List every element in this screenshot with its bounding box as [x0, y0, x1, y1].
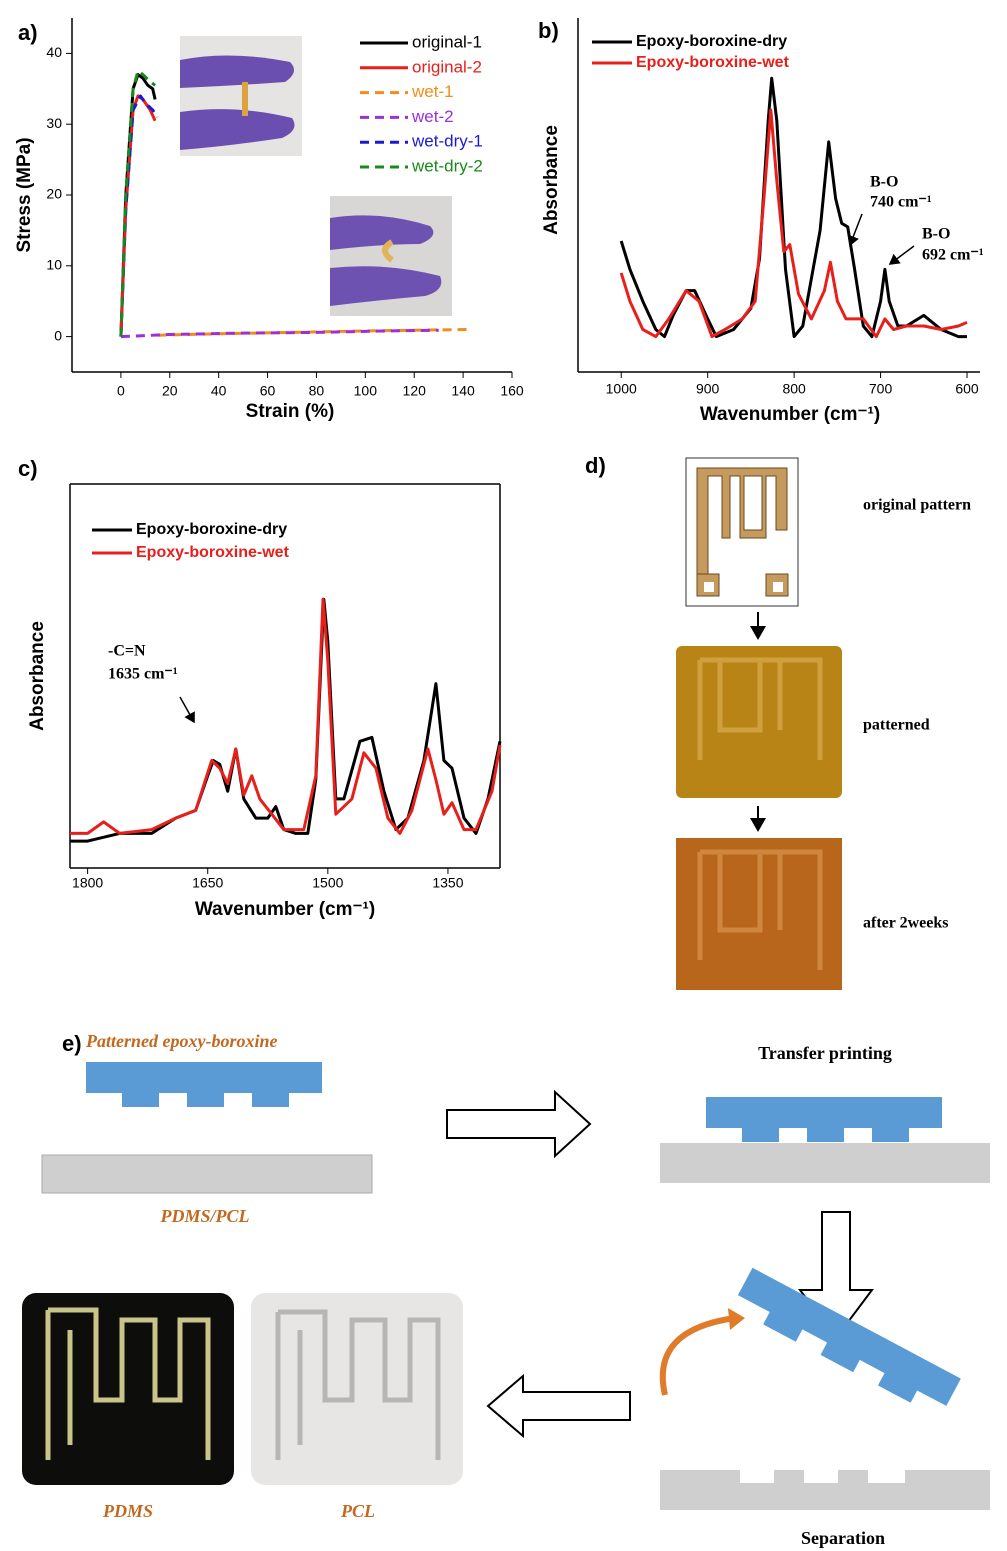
x-tick-label: 1800	[72, 875, 103, 891]
step-label: after 2weeks	[863, 915, 948, 932]
x-axis-label: Wavenumber (cm⁻¹)	[195, 899, 375, 920]
photo-label: PDMS	[102, 1501, 153, 1521]
substrate	[42, 1155, 372, 1193]
legend-label: original-1	[412, 32, 482, 51]
panel-label: d)	[585, 453, 606, 478]
photo-label: PCL	[340, 1501, 375, 1521]
series-line	[621, 110, 967, 337]
figure: d) original pattern patterned after 2wee…	[0, 0, 1007, 1551]
substrate-label: PDMS/PCL	[159, 1206, 249, 1226]
panel-label: e)	[62, 1031, 82, 1056]
x-tick-label: 100	[354, 383, 378, 399]
inset-photo	[180, 36, 302, 156]
peel-arrow	[728, 1308, 745, 1330]
y-tick-label: 20	[46, 186, 62, 202]
x-tick-label: 0	[117, 383, 125, 399]
legend-label: wet-dry-2	[411, 156, 483, 175]
legend-label: wet-dry-1	[411, 132, 483, 151]
x-axis-label: Wavenumber (cm⁻¹)	[700, 404, 880, 425]
pdms-photo	[22, 1293, 234, 1485]
x-tick-label: 40	[211, 383, 227, 399]
x-tick-label: 1650	[192, 875, 223, 891]
x-tick-label: 700	[869, 381, 893, 397]
legend-label: Epoxy-boroxine-dry	[136, 521, 287, 538]
panel-label: c)	[18, 456, 38, 481]
legend-label: Epoxy-boroxine-wet	[636, 54, 790, 71]
y-tick-label: 30	[46, 115, 62, 131]
annotation: 692 cm⁻¹	[922, 247, 984, 264]
panel-label: b)	[538, 18, 559, 43]
y-tick-label: 10	[46, 257, 62, 273]
y-axis-label: Stress (MPa)	[14, 137, 35, 252]
pcl-photo	[251, 1293, 463, 1485]
arrow	[447, 1092, 590, 1156]
x-tick-label: 60	[260, 383, 276, 399]
substrate	[660, 1143, 990, 1183]
x-tick-label: 160	[500, 383, 524, 399]
stamp-label: Patterned epoxy-boroxine	[85, 1031, 277, 1051]
panel-label: a)	[18, 20, 38, 45]
y-tick-label: 40	[46, 44, 62, 60]
x-tick-label: 80	[309, 383, 325, 399]
x-tick-label: 140	[451, 383, 475, 399]
x-tick-label: 900	[696, 381, 720, 397]
step-label: patterned	[863, 717, 930, 734]
legend-label: Epoxy-boroxine-dry	[636, 33, 787, 50]
stamp	[706, 1097, 942, 1142]
annotation-arrow	[850, 214, 862, 245]
peel-arrow	[663, 1318, 735, 1395]
legend-label: wet-2	[411, 107, 454, 126]
arrow	[488, 1376, 630, 1436]
step-label: Transfer printing	[758, 1043, 892, 1063]
patterned-photo	[676, 646, 842, 798]
step-label: Separation	[801, 1528, 885, 1548]
x-tick-label: 600	[955, 381, 979, 397]
annotation: 740 cm⁻¹	[870, 194, 932, 211]
annotation-arrow	[180, 697, 194, 722]
x-tick-label: 1350	[432, 875, 463, 891]
aged-photo	[676, 838, 842, 990]
series-line	[70, 599, 500, 841]
annotation: B-O	[870, 174, 898, 191]
annotation-arrow	[890, 246, 914, 264]
x-axis-label: Strain (%)	[246, 401, 335, 422]
step-label: original pattern	[863, 497, 971, 514]
annotation: 1635 cm⁻¹	[108, 666, 178, 683]
x-tick-label: 20	[162, 383, 178, 399]
x-tick-label: 1500	[312, 875, 343, 891]
x-tick-label: 120	[403, 383, 427, 399]
annotation: B-O	[922, 226, 950, 243]
series-line	[70, 599, 500, 833]
y-tick-label: 0	[54, 327, 62, 343]
y-axis-label: Absorbance	[541, 125, 562, 235]
substrate	[660, 1470, 990, 1510]
annotation: -C=N	[108, 643, 146, 660]
legend-label: Epoxy-boroxine-wet	[136, 544, 290, 561]
inset-photo	[330, 196, 452, 316]
x-tick-label: 1000	[606, 381, 637, 397]
original-pattern	[686, 458, 798, 606]
x-tick-label: 800	[782, 381, 806, 397]
y-axis-label: Absorbance	[27, 621, 48, 731]
legend-label: wet-1	[411, 82, 454, 101]
stamp	[86, 1062, 322, 1107]
legend-label: original-2	[412, 57, 482, 76]
